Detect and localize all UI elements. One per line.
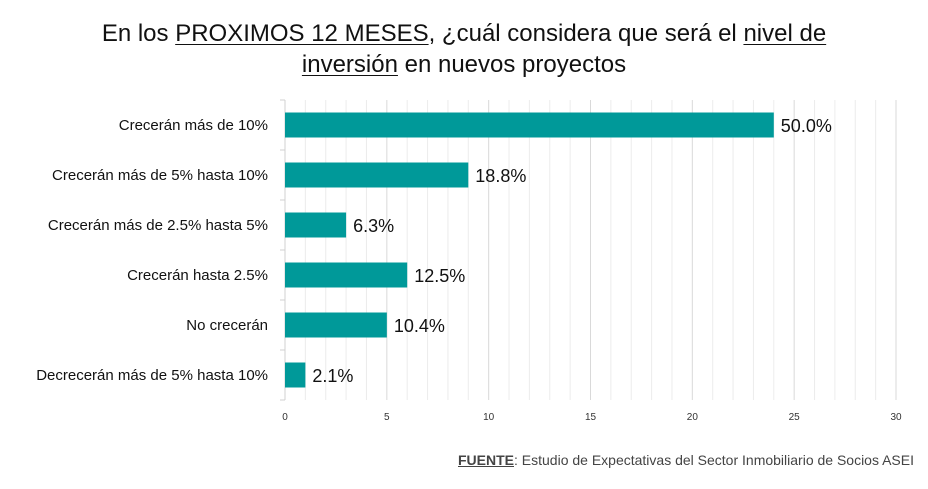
title-part: , ¿cuál considera que será el xyxy=(428,20,744,47)
category-label: Crecerán más de 2.5% hasta 5% xyxy=(48,217,268,234)
chart-title: En los PROXIMOS 12 MESES, ¿cuál consider… xyxy=(0,18,928,80)
category-label: Crecerán más de 5% hasta 10% xyxy=(52,167,268,184)
title-part: en nuevos proyectos xyxy=(397,51,627,78)
source-text: : Estudio de Expectativas del Sector Inm… xyxy=(514,452,914,468)
data-label: 12.5% xyxy=(414,266,465,286)
category-label: Crecerán hasta 2.5% xyxy=(127,267,268,284)
data-label: 50.0% xyxy=(781,116,832,136)
source-note: FUENTE: Estudio de Expectativas del Sect… xyxy=(458,452,914,468)
bar xyxy=(285,362,306,388)
x-tick-label: 5 xyxy=(384,412,390,423)
data-label: 10.4% xyxy=(394,316,445,336)
source-label: FUENTE xyxy=(458,452,514,468)
bar xyxy=(285,212,347,238)
x-tick-label: 30 xyxy=(890,412,902,423)
data-label: 6.3% xyxy=(353,216,394,236)
bar xyxy=(285,162,469,188)
data-label: 2.1% xyxy=(312,366,353,386)
x-tick-label: 10 xyxy=(483,412,495,423)
data-label: 18.8% xyxy=(475,166,526,186)
category-label: Crecerán más de 10% xyxy=(119,117,268,134)
bar xyxy=(285,312,387,338)
bar xyxy=(285,262,408,288)
category-label: No crecerán xyxy=(186,317,268,334)
title-part: PROXIMOS 12 MESES xyxy=(175,20,429,47)
bar xyxy=(285,112,774,138)
title-part: inversión xyxy=(301,51,398,78)
title-part: En los xyxy=(101,20,176,47)
x-tick-label: 25 xyxy=(789,412,801,423)
category-label: Decrecerán más de 5% hasta 10% xyxy=(36,367,268,384)
title-part: nivel de xyxy=(743,20,827,47)
x-tick-label: 0 xyxy=(282,412,288,423)
x-tick-label: 20 xyxy=(687,412,699,423)
x-tick-label: 15 xyxy=(585,412,597,423)
